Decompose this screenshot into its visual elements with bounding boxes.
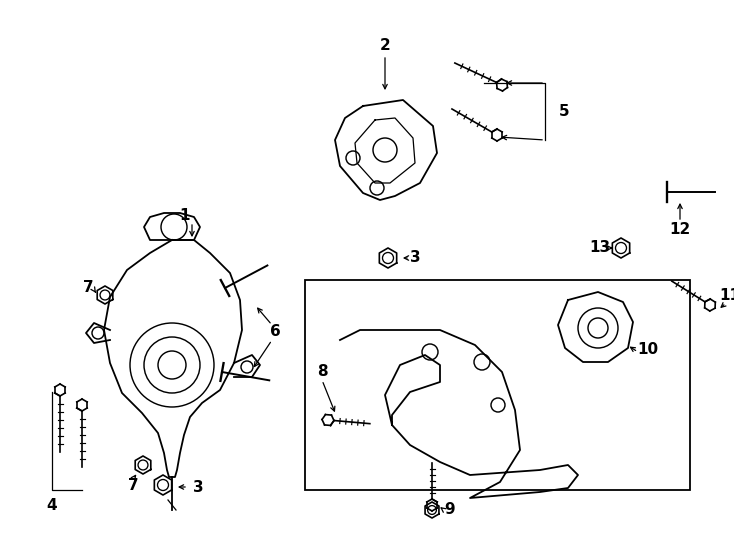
Text: 13: 13 [589,240,611,255]
Text: 10: 10 [637,342,658,357]
Text: 12: 12 [669,222,691,238]
Bar [305,280,690,490]
Text: 3: 3 [410,251,421,266]
Text: 9: 9 [445,503,455,517]
Text: 5: 5 [559,105,570,119]
Text: 4: 4 [47,497,57,512]
Text: 1: 1 [180,207,190,222]
Text: 3: 3 [193,480,203,495]
Text: 7: 7 [128,477,138,492]
Text: 6: 6 [269,325,280,340]
Text: 2: 2 [379,37,390,52]
Text: 7: 7 [83,280,93,294]
Text: 8: 8 [316,364,327,380]
Text: 11: 11 [719,287,734,302]
